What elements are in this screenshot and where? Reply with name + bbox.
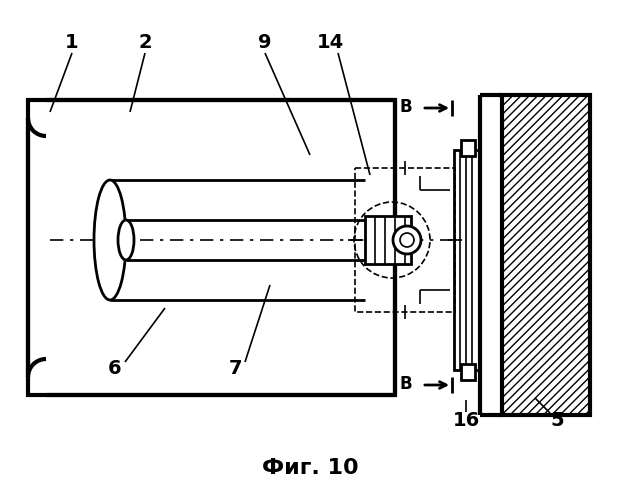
Bar bbox=[461, 140, 475, 156]
Bar bbox=[502, 95, 590, 415]
Text: 6: 6 bbox=[108, 358, 122, 378]
Text: В: В bbox=[399, 98, 412, 116]
Bar bbox=[28, 100, 395, 395]
Text: 14: 14 bbox=[316, 32, 343, 52]
Text: Фиг. 10: Фиг. 10 bbox=[262, 458, 358, 478]
Text: 7: 7 bbox=[228, 358, 242, 378]
Bar bbox=[365, 216, 411, 264]
Text: В: В bbox=[399, 375, 412, 393]
Text: 9: 9 bbox=[259, 32, 272, 52]
Bar bbox=[454, 150, 480, 370]
Text: 2: 2 bbox=[138, 32, 152, 52]
Text: 1: 1 bbox=[65, 32, 79, 52]
Ellipse shape bbox=[94, 180, 126, 300]
Bar bbox=[502, 95, 590, 415]
Text: 16: 16 bbox=[453, 410, 480, 430]
Bar bbox=[461, 364, 475, 380]
Bar bbox=[355, 168, 455, 312]
Text: 5: 5 bbox=[550, 410, 564, 430]
Ellipse shape bbox=[118, 220, 134, 260]
Circle shape bbox=[393, 226, 421, 254]
